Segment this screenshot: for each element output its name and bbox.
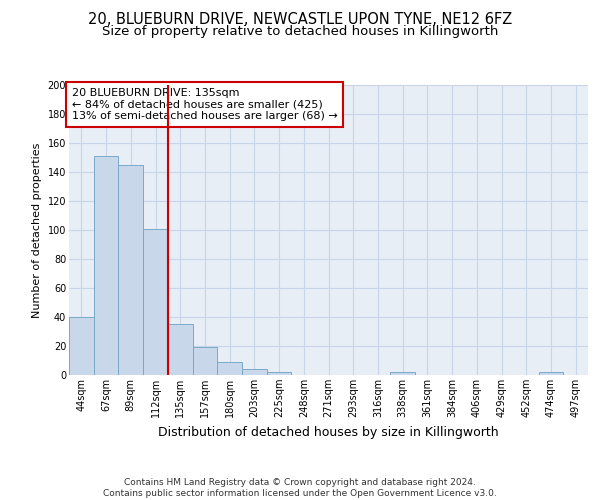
- Text: Size of property relative to detached houses in Killingworth: Size of property relative to detached ho…: [102, 25, 498, 38]
- Bar: [193, 348, 217, 375]
- Bar: [267, 372, 292, 375]
- Bar: [242, 369, 267, 375]
- Bar: [168, 324, 193, 375]
- Bar: [143, 228, 168, 375]
- X-axis label: Distribution of detached houses by size in Killingworth: Distribution of detached houses by size …: [158, 426, 499, 438]
- Bar: [217, 362, 242, 375]
- Bar: [539, 372, 563, 375]
- Bar: [390, 372, 415, 375]
- Bar: [118, 165, 143, 375]
- Text: 20 BLUEBURN DRIVE: 135sqm
← 84% of detached houses are smaller (425)
13% of semi: 20 BLUEBURN DRIVE: 135sqm ← 84% of detac…: [71, 88, 337, 121]
- Text: Contains HM Land Registry data © Crown copyright and database right 2024.
Contai: Contains HM Land Registry data © Crown c…: [103, 478, 497, 498]
- Bar: [94, 156, 118, 375]
- Text: 20, BLUEBURN DRIVE, NEWCASTLE UPON TYNE, NE12 6FZ: 20, BLUEBURN DRIVE, NEWCASTLE UPON TYNE,…: [88, 12, 512, 28]
- Bar: [69, 317, 94, 375]
- Y-axis label: Number of detached properties: Number of detached properties: [32, 142, 42, 318]
